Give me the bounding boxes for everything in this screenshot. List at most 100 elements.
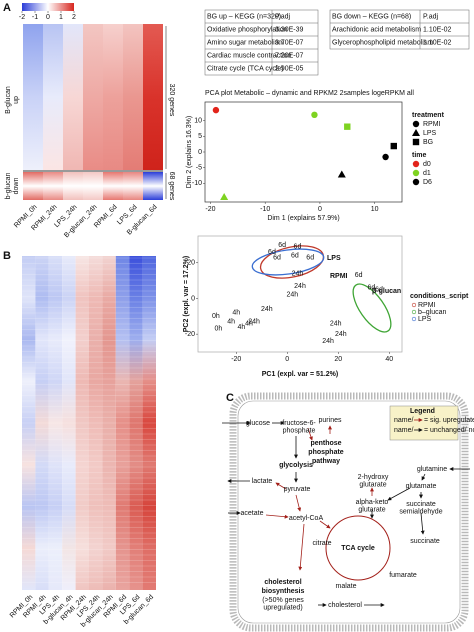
node-label: penthose [310,440,341,447]
node-label: acetyl-CoA [289,515,324,522]
node-label: succinate [406,501,436,508]
panel-letter: B [3,250,11,262]
heatmap-cells [63,24,83,170]
arrow [275,482,287,490]
point-label: 6d [375,286,383,293]
x-axis-label: Dim 1 (explains 57.9%) [267,215,339,222]
point-label: 0h [215,326,223,333]
node-label: (>50% genes [262,597,304,604]
node-label: succinate [410,538,440,545]
row-group-label: down [13,178,20,195]
point-label: 6d [306,254,314,261]
y-tick-label: -5 [196,164,202,171]
heatmap-cells [103,24,123,170]
legend-marker [411,302,417,308]
table-cell: 1.10E-02 [423,39,452,46]
heatmap-cells [43,24,63,170]
point-label: 6d [294,244,302,251]
node-label: glucose [246,420,270,427]
legend-title: treatment [412,112,445,119]
heatmap-cells [83,172,103,200]
arrow [295,494,302,512]
point-label: 6d [291,252,299,259]
table-cell: Citrate cycle (TCA cycle) [207,65,284,72]
table-cell: Arachidonic acid metabolism [332,26,421,33]
heatmap-cells [62,256,76,590]
x-axis-label: PC1 (expl. var = 51.2%) [262,371,338,378]
heatmap-cells [75,256,89,590]
table-cell: Oxidative phosphorylation [207,26,288,33]
legend-marker [412,178,420,186]
table-header: P.adj [275,13,290,20]
cell-membrane [229,392,469,632]
heatmap-cells [23,172,43,200]
cluster-label: β-glucan [372,288,401,295]
row-group-label: b-glucan [5,172,12,199]
x-tick-label: -10 [260,206,270,213]
point-label: 24h [335,331,347,338]
node-label: glutarate [358,506,385,513]
legend-marker [411,309,417,315]
node-label: citrate [312,540,331,547]
x-tick-label: 10 [371,206,379,213]
panel-letter: C [226,392,234,404]
legend-marker [412,160,420,168]
point-label: 0h [212,313,220,320]
legend-marker [412,129,420,136]
heatmap-cells [142,256,156,590]
table-cell: 7.20E-07 [275,52,304,59]
table-header: BG up – KEGG (n=320) [207,13,281,20]
heatmap-cells [102,256,116,590]
point [344,123,351,130]
y-tick-label: -20 [185,331,195,338]
x-tick-label: -20 [231,356,241,363]
table-cell: Cardiac muscle contraction [207,52,292,59]
table-frame [329,9,470,50]
node-label: malate [335,583,356,590]
node-label: alpha-keto [356,499,389,506]
y-tick-label: 0 [198,149,202,156]
arrow [265,514,289,519]
point-label: 4h [245,320,253,327]
legend-title: time [412,152,427,159]
node-label: glutamine [417,466,447,473]
row-group-label: up [13,96,20,104]
legend-title: Legend [410,408,435,415]
point-label: 24h [261,306,273,313]
heatmap-cells [123,172,143,200]
legend-label: BG [423,139,433,146]
row-group-label: B-glucan [5,86,12,114]
legend-label: LPS [418,316,432,323]
point-label: 6d [355,272,363,279]
node-label: purines [319,417,342,424]
arrow [387,487,411,501]
x-tick-label: 40 [385,356,393,363]
point-label: 4h [237,324,245,331]
tca-circle [325,515,391,581]
legend-label: RPMI [423,121,441,128]
cluster-ellipse [251,248,325,276]
point-label: 6d [278,242,286,249]
arrow [319,520,331,529]
table-header: P.adj [423,13,438,20]
table-cell: 3.70E-07 [275,39,304,46]
heatmap-cells [43,172,63,200]
heatmap-cells [115,256,130,590]
point [382,153,389,161]
arrows [222,421,470,607]
point-label: 24h [287,292,299,299]
table-cell: Amino sugar metabolism [207,39,284,46]
scale-tick-label: -1 [32,14,38,21]
node-label: cholesterol [328,602,362,609]
y-axis-label: Dim 2 (explains 16.3%) [186,116,193,188]
node-label: glutamate [406,483,437,490]
point [337,170,346,178]
legend-text: = sig. upregulated [424,417,474,424]
legend-label: d1 [423,170,431,177]
node-label: pathway [312,458,340,465]
y-tick-label: 10 [194,118,202,125]
heatmap-cells [35,256,49,590]
heatmap-cells [63,172,83,200]
legend-box [389,405,459,441]
y-axis-label: PC2 (expl. var = 17.2%) [183,256,190,332]
